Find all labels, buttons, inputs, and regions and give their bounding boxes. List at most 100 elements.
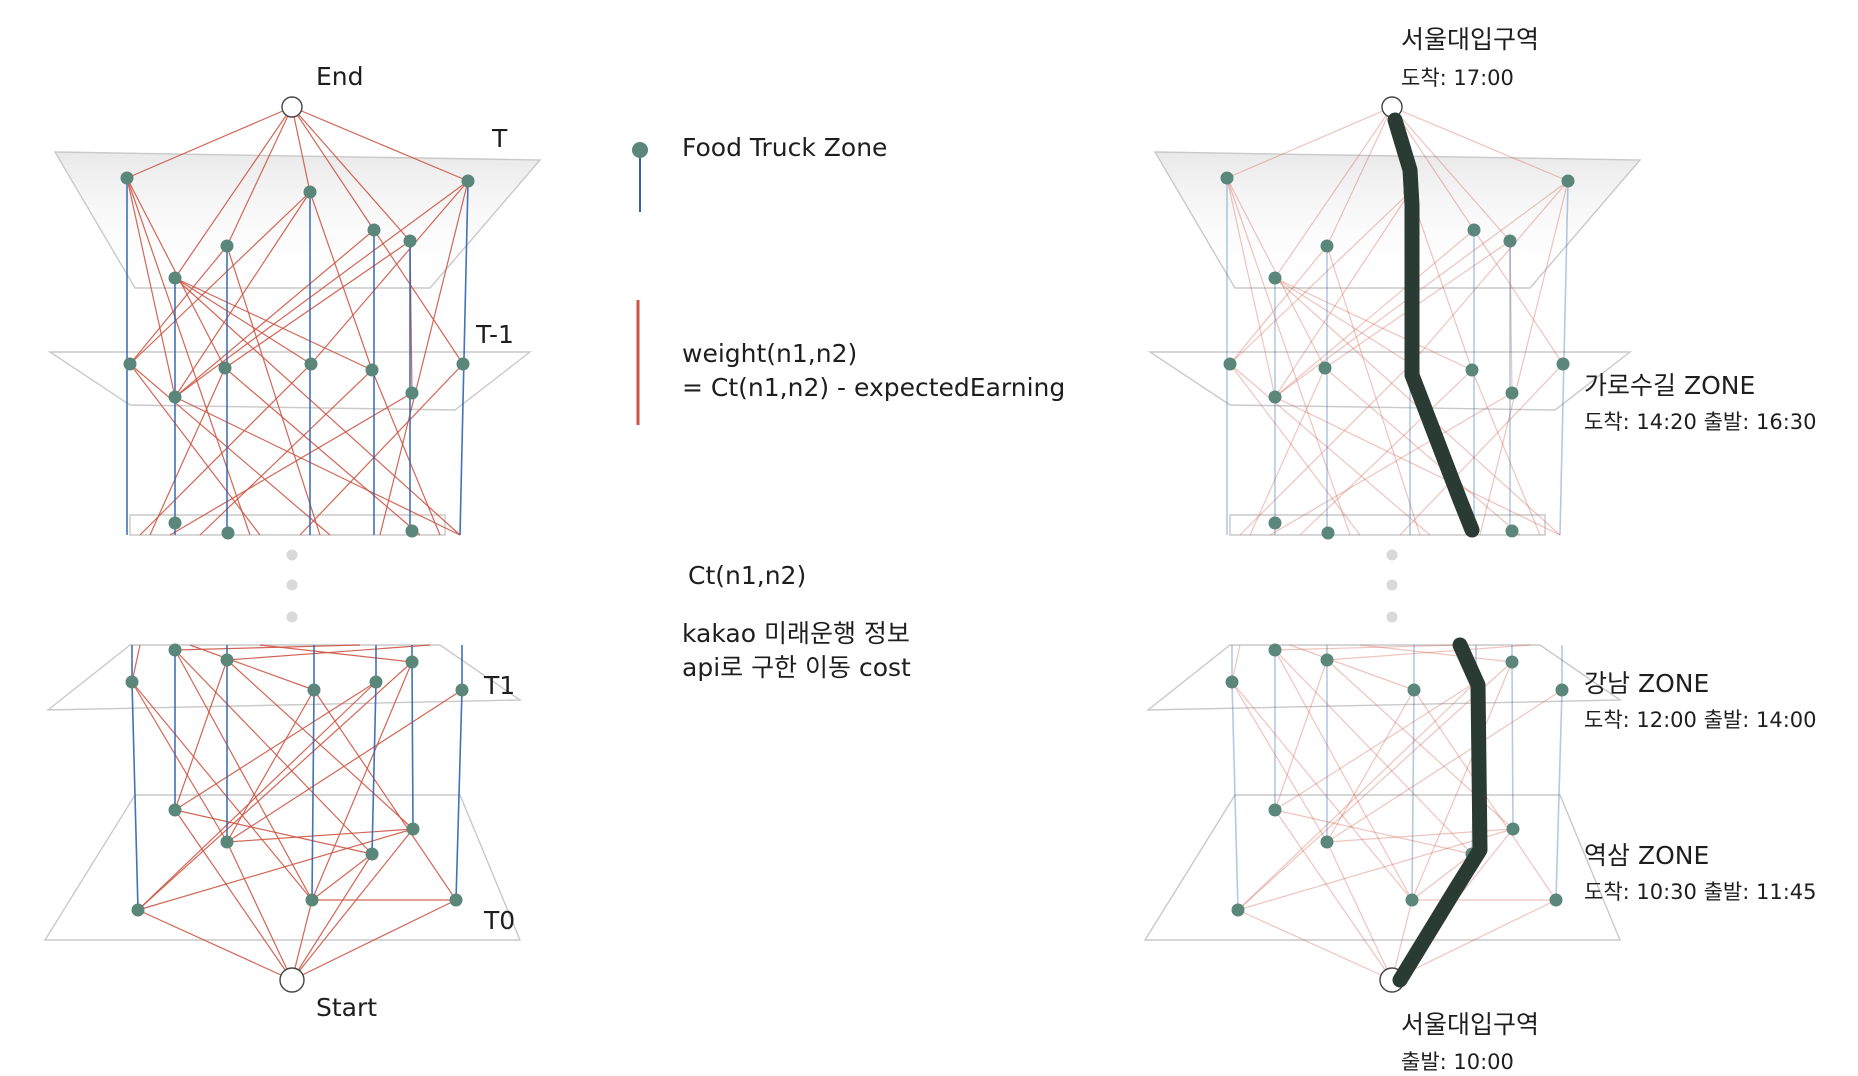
weight-edge [226,689,463,843]
weight-edge [1237,909,1393,981]
weight-edge [226,644,431,661]
food-truck-zone-node [1320,835,1334,849]
food-truck-zone-node [369,675,383,689]
legend-weight-line2: = Ct(n1,n2) - expectedEarning [682,373,1066,402]
weight-edge [224,367,421,536]
weight-edge [1274,809,1393,981]
food-truck-zone-node [1465,363,1479,377]
weight-edge [1274,106,1393,279]
weight-edge [226,828,414,843]
start-station-time: 출발: 10:00 [1401,1050,1514,1074]
ellipsis-dot [286,579,298,591]
layer-plane [1229,514,1546,536]
weight-edge [1289,644,1415,691]
weight-edge [291,899,313,981]
food-truck-zone-node [1556,357,1570,371]
weight-edge [299,363,464,536]
weight-edge [1326,106,1393,247]
layer-label-t: T [492,124,508,153]
weight-edge [291,853,373,981]
food-truck-zone-node [406,822,420,836]
weight-edge [291,106,375,231]
weight-edge [126,177,176,398]
food-truck-zone-node [461,174,475,188]
food-truck-zone-node [1220,171,1234,185]
weight-edge [174,809,373,855]
weight-edge [1274,649,1413,901]
zone-edge [1411,689,1415,901]
food-truck-zone-node [131,903,145,917]
weight-edge [139,363,312,536]
weight-edge [1274,809,1473,855]
weight-edge [291,899,457,981]
legend-marks [632,142,648,425]
food-truck-zone-node [307,683,321,697]
end-station-time: 도착: 17:00 [1401,66,1514,90]
weight-edge [174,809,293,981]
layer-plane [43,794,522,941]
weight-edge [1229,363,1431,536]
food-truck-zone-node [168,390,182,404]
weight-edge [1239,363,1412,536]
food-truck-zone-node [1505,655,1519,669]
weight-edge [1274,191,1411,398]
food-truck-zone-node [168,803,182,817]
zone-edge [1511,661,1514,830]
food-truck-zone-node [1320,653,1334,667]
weight-edge [1391,899,1413,981]
zone-edge [131,681,139,911]
weight-edge [1226,177,1276,398]
food-truck-zone-node [125,675,139,689]
weight-edge [1299,369,1473,536]
food-truck-zone-node [220,239,234,253]
weight-edge [1410,180,1569,365]
weight-edge [174,277,312,365]
weight-edge [1229,363,1361,536]
food-truck-zone-node [220,653,234,667]
food-truck-zone-node [1505,386,1519,400]
layer-plane [129,514,446,536]
weight-edge [291,828,414,981]
food-truck-zone-node [405,524,419,538]
weight-edge [129,245,228,365]
weight-edge [1274,180,1569,398]
weight-edge [1391,899,1557,981]
food-truck-zone-node [1321,526,1335,540]
end-node [281,96,303,118]
food-truck-zone-node [120,171,134,185]
layer-plane [1143,794,1622,941]
start-node-label: Start [316,993,378,1022]
food-truck-zone-node [455,683,469,697]
ellipsis-dot [1386,611,1398,623]
weight-edge [1231,681,1328,843]
weight-edge [1274,396,1561,536]
ellipsis-dot [1386,549,1398,561]
weight-edge [373,229,464,365]
weight-edge [174,649,313,901]
weight-edge [131,681,313,901]
zone-edge [411,661,414,830]
weight-edge [129,363,331,536]
weight-edge [1324,367,1521,536]
weight-edge [1326,689,1563,843]
zone-edge [455,689,463,901]
layer-label-t1: T1 [484,671,516,700]
layer-plane [1145,644,1623,711]
weight-edge [226,106,293,247]
weight-edge [174,396,461,536]
layer-label-t0: T0 [484,906,516,935]
food-truck-zone-node [1503,234,1517,248]
weight-edge [371,369,441,536]
weight-edge [1399,363,1564,536]
food-truck-zone-node [1318,361,1332,375]
ellipsis-dot [1386,579,1398,591]
weight-edge [1391,106,1511,242]
weight-edge [129,363,261,536]
weight-edge [1231,681,1413,901]
weight-edge [137,828,414,911]
weight-edge [313,689,457,901]
weight-edge [1411,853,1473,901]
zone-edge [1555,689,1563,901]
weight-edge [1249,367,1326,536]
